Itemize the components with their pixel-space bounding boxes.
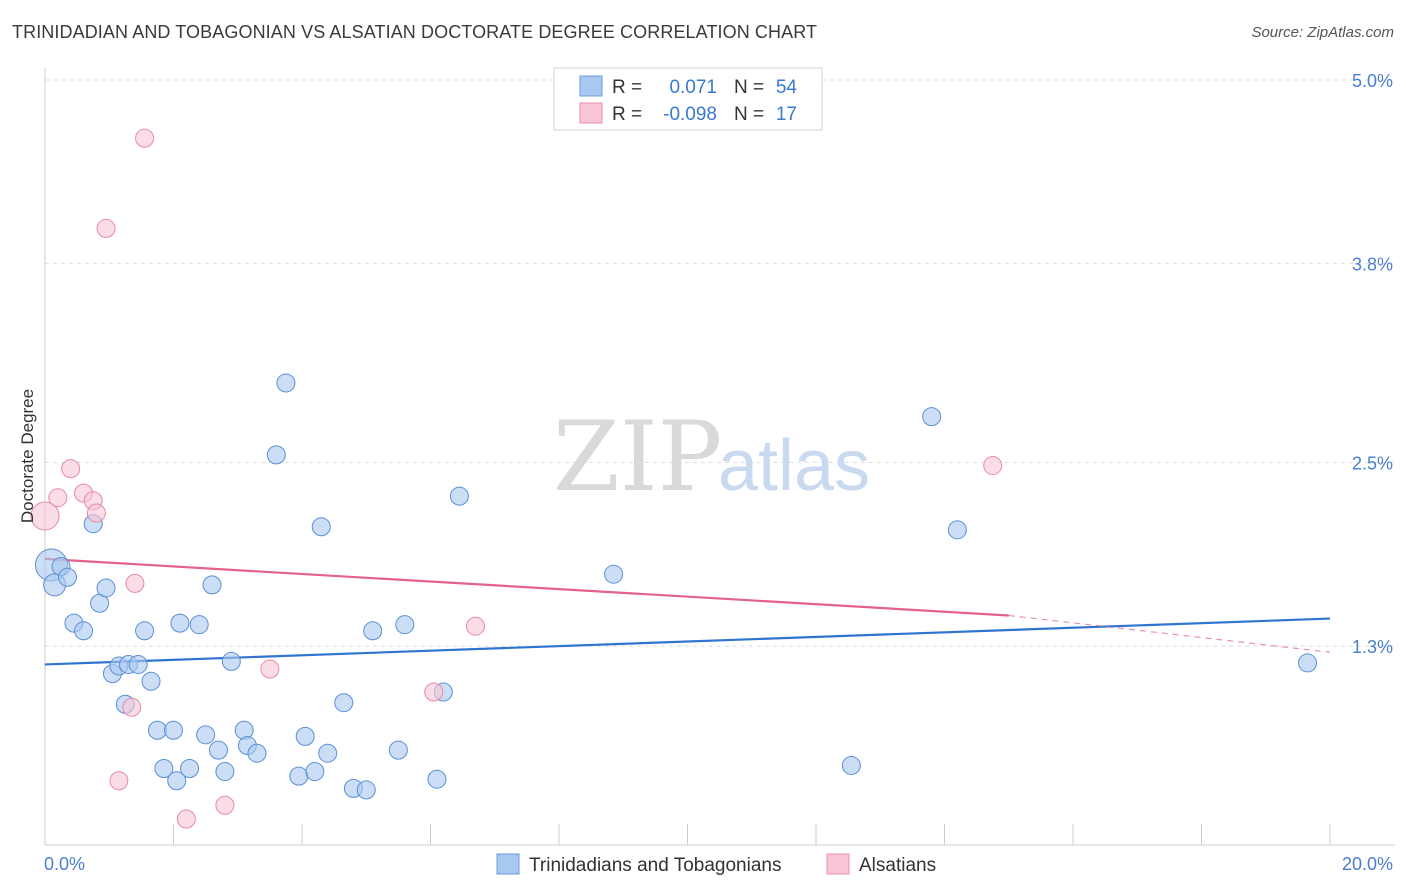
blue-point <box>57 567 77 587</box>
x-tick-label-min: 0.0% <box>44 854 85 874</box>
y-tick-label: 2.5% <box>1352 454 1393 474</box>
blue-point <box>128 654 148 674</box>
series-legend-swatch-blue <box>496 853 520 875</box>
y-tick-label: 1.3% <box>1352 637 1393 657</box>
pink-point <box>61 459 81 479</box>
watermark-atlas: atlas <box>718 426 870 506</box>
blue-point <box>311 517 331 537</box>
blue-trend-line <box>44 617 1331 666</box>
blue-point <box>74 621 94 641</box>
blue-point <box>305 762 325 782</box>
pink-trend-extension <box>1008 614 1331 653</box>
blue-point <box>388 740 408 760</box>
axes <box>44 68 1395 846</box>
blue-point <box>167 771 187 791</box>
pink-point <box>424 682 444 702</box>
blue-point <box>922 407 942 427</box>
blue-point <box>427 769 447 789</box>
blue-point <box>604 564 624 584</box>
pink-point <box>109 771 129 791</box>
gridlines <box>45 79 1395 647</box>
stats-r-value-pink: -0.098 <box>663 104 717 125</box>
blue-point <box>334 693 354 713</box>
y-tick-label: 3.8% <box>1352 255 1393 275</box>
blue-point <box>135 621 155 641</box>
pink-point <box>135 128 155 148</box>
pink-point <box>465 616 485 636</box>
blue-point <box>947 520 967 540</box>
pink-point <box>983 456 1003 476</box>
y-tick-label: 5.0% <box>1352 71 1393 91</box>
series-legend: Trinidadians and Tobagonians Alsatians <box>496 853 936 876</box>
pink-point <box>48 488 68 508</box>
blue-point <box>164 720 183 740</box>
blue-point <box>147 720 167 740</box>
blue-point <box>215 762 235 782</box>
blue-point <box>395 615 415 635</box>
stats-n-value-blue: 54 <box>776 77 798 98</box>
pink-point <box>215 795 235 815</box>
blue-point <box>170 613 190 633</box>
watermark-zip: ZIP <box>553 401 722 513</box>
pink-trend-line <box>44 557 1009 617</box>
blue-point <box>221 651 241 671</box>
blue-point <box>295 726 315 746</box>
blue-point <box>196 725 216 745</box>
pink-point <box>30 501 60 531</box>
blue-point <box>208 740 228 760</box>
watermark: ZIP atlas <box>553 401 870 513</box>
pink-point <box>260 659 280 679</box>
blue-point <box>289 766 309 786</box>
blue-point <box>363 621 383 641</box>
stats-legend-swatch-blue <box>579 75 603 97</box>
stats-n-label-blue: N = <box>734 77 764 98</box>
pink-point <box>122 697 142 717</box>
series-legend-label-blue: Trinidadians and Tobagonians <box>529 855 781 876</box>
data-points <box>30 128 1318 829</box>
pink-point <box>96 218 116 238</box>
chart-source: Source: ZipAtlas.com <box>1251 24 1394 41</box>
blue-point <box>356 780 376 800</box>
blue-point <box>234 720 254 740</box>
stats-n-value-pink: 17 <box>776 104 797 125</box>
y-axis-title: Doctorate Degree <box>18 389 37 523</box>
blue-point <box>276 373 296 393</box>
blue-point <box>1298 653 1318 673</box>
blue-point <box>96 578 116 598</box>
blue-point <box>449 486 469 506</box>
blue-point <box>318 743 338 763</box>
blue-point <box>141 671 161 691</box>
blue-point <box>180 759 200 778</box>
stats-r-label-blue: R = <box>612 77 642 98</box>
blue-point <box>247 743 267 763</box>
series-legend-label-pink: Alsatians <box>859 855 936 876</box>
chart-title: TRINIDADIAN AND TOBAGONIAN VS ALSATIAN D… <box>12 22 818 42</box>
pink-point <box>125 573 145 593</box>
blue-point <box>154 759 174 778</box>
stats-legend: R = 0.071 N = 54 R = -0.098 N = 17 <box>553 67 823 131</box>
blue-point <box>266 445 286 465</box>
blue-point <box>841 755 861 775</box>
tick-labels: 1.3% 2.5% 3.8% 5.0% 0.0% 20.0% <box>44 71 1393 874</box>
stats-r-value-blue: 0.071 <box>669 77 717 98</box>
stats-legend-swatch-pink <box>579 102 603 124</box>
blue-point <box>202 575 222 595</box>
stats-n-label-pink: N = <box>734 104 764 125</box>
trend-lines <box>44 557 1331 666</box>
pink-point <box>86 503 106 523</box>
blue-point <box>189 615 209 635</box>
stats-r-label-pink: R = <box>612 104 642 125</box>
series-legend-swatch-pink <box>826 853 850 875</box>
x-tick-label-max: 20.0% <box>1342 854 1393 874</box>
pink-point <box>176 809 196 829</box>
